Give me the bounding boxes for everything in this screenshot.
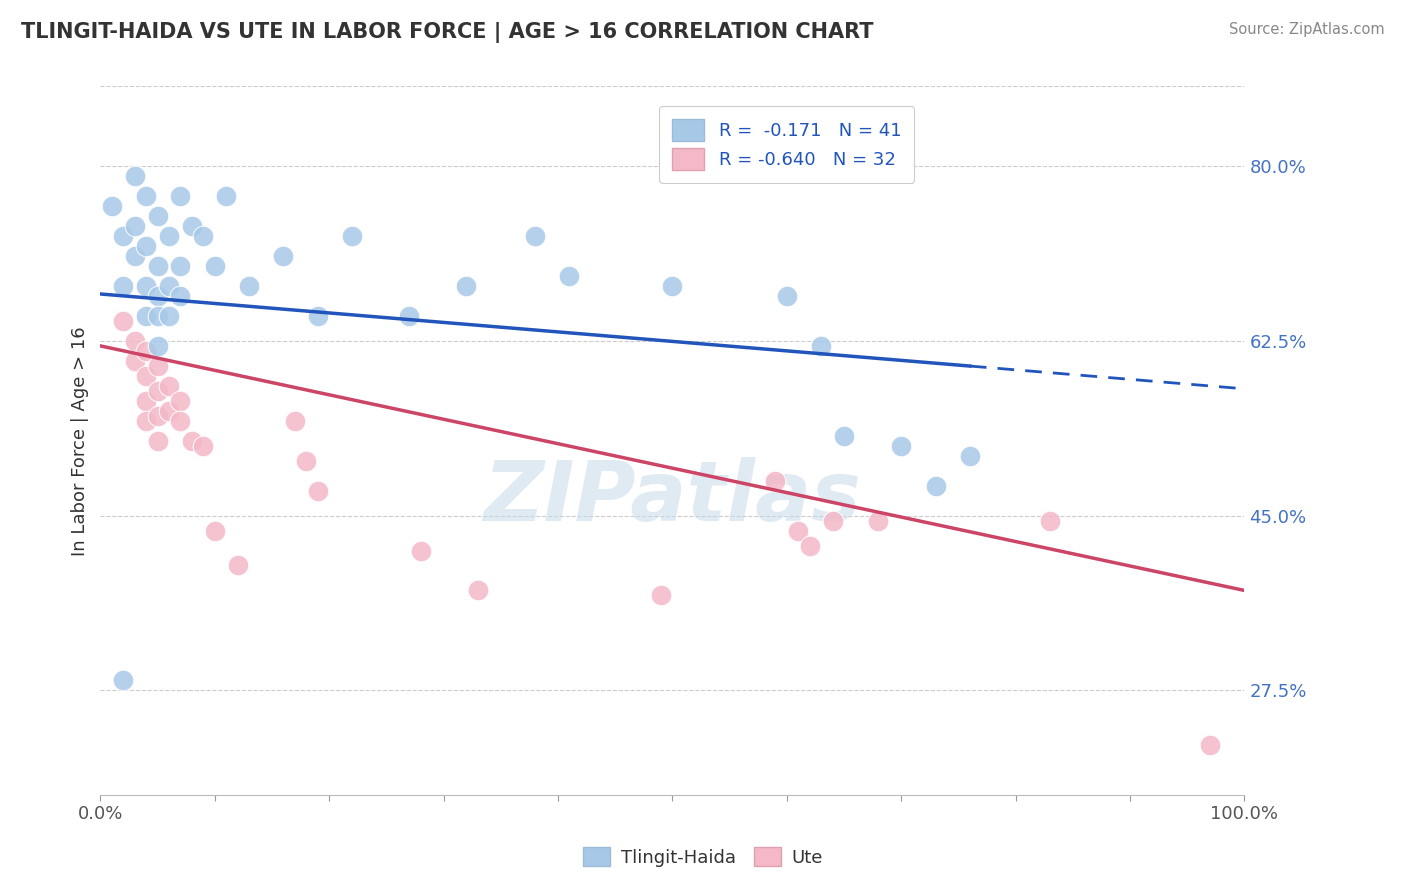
Point [238,279,260,293]
Point [799,539,821,553]
Point [524,229,547,244]
Point [307,309,329,323]
Point [146,409,169,423]
Point [169,259,191,273]
Point [215,189,238,203]
Point [135,368,157,383]
Point [135,189,157,203]
Point [307,483,329,498]
Point [924,478,946,492]
Text: ZIPatlas: ZIPatlas [484,457,862,538]
Point [180,219,202,233]
Point [124,354,146,368]
Point [763,474,786,488]
Point [193,439,215,453]
Point [1199,738,1222,752]
Point [398,309,420,323]
Point [467,583,489,598]
Point [204,524,226,538]
Point [284,414,307,428]
Point [821,514,844,528]
Point [890,439,912,453]
Point [226,558,249,573]
Legend: Tlingit-Haida, Ute: Tlingit-Haida, Ute [575,840,831,874]
Point [409,543,432,558]
Point [146,289,169,303]
Point [146,309,169,323]
Point [135,239,157,253]
Point [112,314,135,328]
Point [169,289,191,303]
Point [135,279,157,293]
Point [146,339,169,353]
Point [558,268,581,283]
Point [169,414,191,428]
Point [204,259,226,273]
Point [124,334,146,348]
Point [135,343,157,358]
Point [776,289,799,303]
Point [112,279,135,293]
Point [135,309,157,323]
Point [295,453,318,467]
Text: Source: ZipAtlas.com: Source: ZipAtlas.com [1229,22,1385,37]
Point [340,229,363,244]
Point [456,279,478,293]
Point [787,524,810,538]
Point [101,199,124,213]
Point [112,229,135,244]
Point [146,384,169,398]
Point [135,393,157,408]
Point [180,434,202,448]
Point [124,169,146,184]
Y-axis label: In Labor Force | Age > 16: In Labor Force | Age > 16 [72,326,89,556]
Point [273,249,295,263]
Point [146,359,169,373]
Point [810,339,832,353]
Point [112,673,135,688]
Point [169,189,191,203]
Point [661,279,683,293]
Point [157,309,180,323]
Point [193,229,215,244]
Point [868,514,890,528]
Point [157,404,180,418]
Point [124,249,146,263]
Point [135,414,157,428]
Point [157,229,180,244]
Point [832,428,855,442]
Point [146,259,169,273]
Point [124,219,146,233]
Point [157,379,180,393]
Text: TLINGIT-HAIDA VS UTE IN LABOR FORCE | AGE > 16 CORRELATION CHART: TLINGIT-HAIDA VS UTE IN LABOR FORCE | AG… [21,22,873,44]
Point [146,434,169,448]
Point [157,279,180,293]
Point [1039,514,1062,528]
Point [146,209,169,223]
Legend: R =  -0.171   N = 41, R = -0.640   N = 32: R = -0.171 N = 41, R = -0.640 N = 32 [659,106,914,183]
Point [959,449,981,463]
Point [650,589,672,603]
Point [169,393,191,408]
